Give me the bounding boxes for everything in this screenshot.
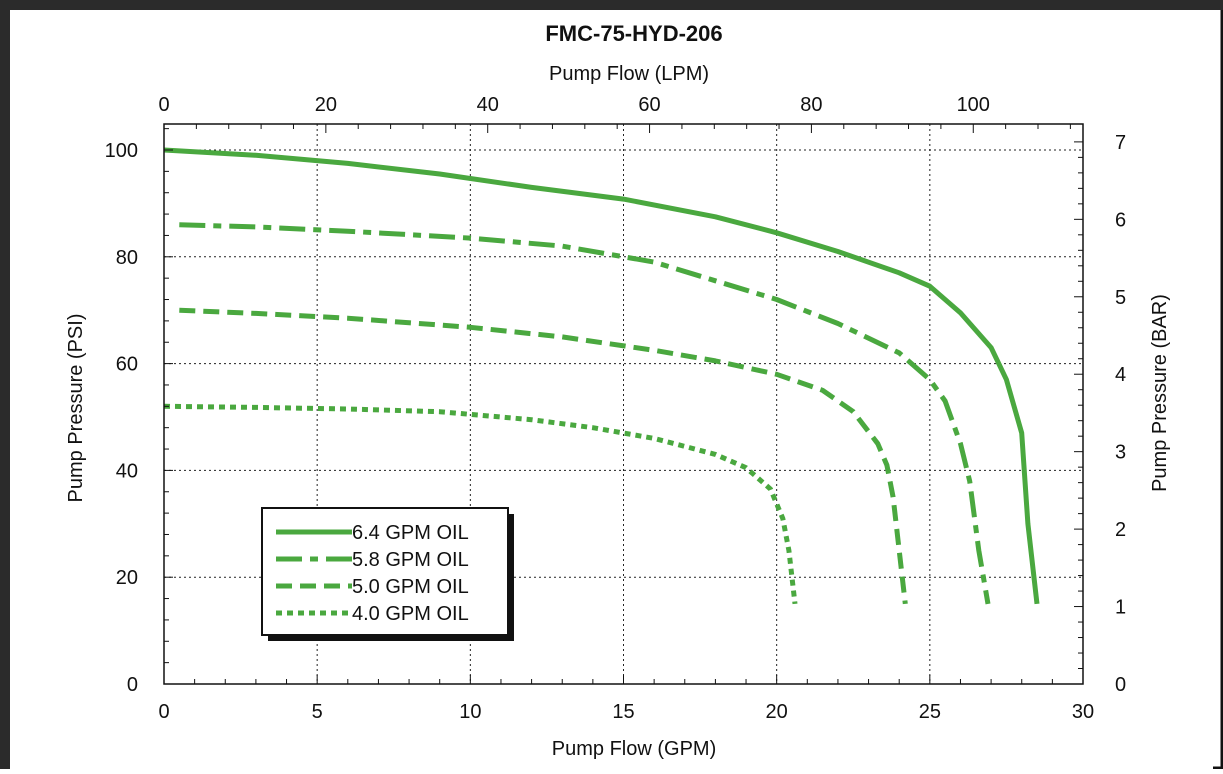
y-tick-label: 40: [116, 460, 138, 482]
y-tick-label: 20: [116, 567, 138, 589]
inner-panel: [10, 10, 1213, 769]
x2-tick-label: 80: [800, 94, 822, 116]
y-axis-title: Pump Pressure (PSI): [65, 314, 87, 503]
x-tick-label: 10: [459, 701, 481, 723]
x-tick-label: 25: [919, 701, 941, 723]
legend-label-2: 5.8 GPM OIL: [352, 549, 469, 571]
x2-tick-label: 100: [957, 94, 990, 116]
x2-tick-label: 60: [638, 94, 660, 116]
axes: 0 5 10 15 20 25 30 0 20 40 60 80 100 0 20 40 60 80 100 0 1 2 3…: [105, 94, 1127, 723]
x-tick-label: 0: [158, 701, 169, 723]
x2-axis-title: Pump Flow (LPM): [549, 63, 709, 85]
x-tick-label: 5: [312, 701, 323, 723]
legend: 6.4 GPM OIL 5.8 GPM OIL 5.0 GPM OIL 4.0 GPM…: [261, 507, 514, 641]
left-shadow-band: [0, 0, 10, 769]
y2-tick-label: 0: [1115, 674, 1126, 696]
y2-tick-label: 3: [1115, 442, 1126, 464]
y-tick-label: 80: [116, 247, 138, 269]
y2-tick-label: 2: [1115, 519, 1126, 541]
y-tick-label: 60: [116, 354, 138, 376]
series-line-3: [179, 307, 908, 605]
series-line-1: [163, 147, 1040, 605]
series-lines: [163, 147, 1040, 605]
y2-tick-label: 4: [1115, 364, 1126, 386]
legend-box: [261, 507, 509, 636]
y2-tick-label: 6: [1115, 209, 1126, 231]
x-tick-label: 30: [1072, 701, 1094, 723]
chart-title: FMC-75-HYD-206: [545, 21, 722, 46]
top-shadow-band: [0, 0, 1223, 10]
x-axis-title: Pump Flow (GPM): [552, 738, 716, 760]
y2-tick-label: 1: [1115, 597, 1126, 619]
x2-tick-label: 0: [158, 94, 169, 116]
x-tick-label: 20: [766, 701, 788, 723]
series-line-4: [163, 403, 798, 605]
y-tick-label: 0: [127, 674, 138, 696]
x2-tick-label: 40: [477, 94, 499, 116]
x-tick-label: 15: [612, 701, 634, 723]
x2-tick-label: 20: [315, 94, 337, 116]
y-tick-label: 100: [105, 140, 138, 162]
y2-axis-title: Pump Pressure (BAR): [1149, 294, 1171, 492]
grid: [164, 124, 1083, 684]
legend-label-4: 4.0 GPM OIL: [352, 603, 469, 625]
y2-tick-label: 5: [1115, 287, 1126, 309]
series-line-2: [179, 222, 991, 605]
y2-tick-label: 7: [1115, 132, 1126, 154]
legend-label-1: 6.4 GPM OIL: [352, 522, 469, 544]
legend-label-3: 5.0 GPM OIL: [352, 576, 469, 598]
